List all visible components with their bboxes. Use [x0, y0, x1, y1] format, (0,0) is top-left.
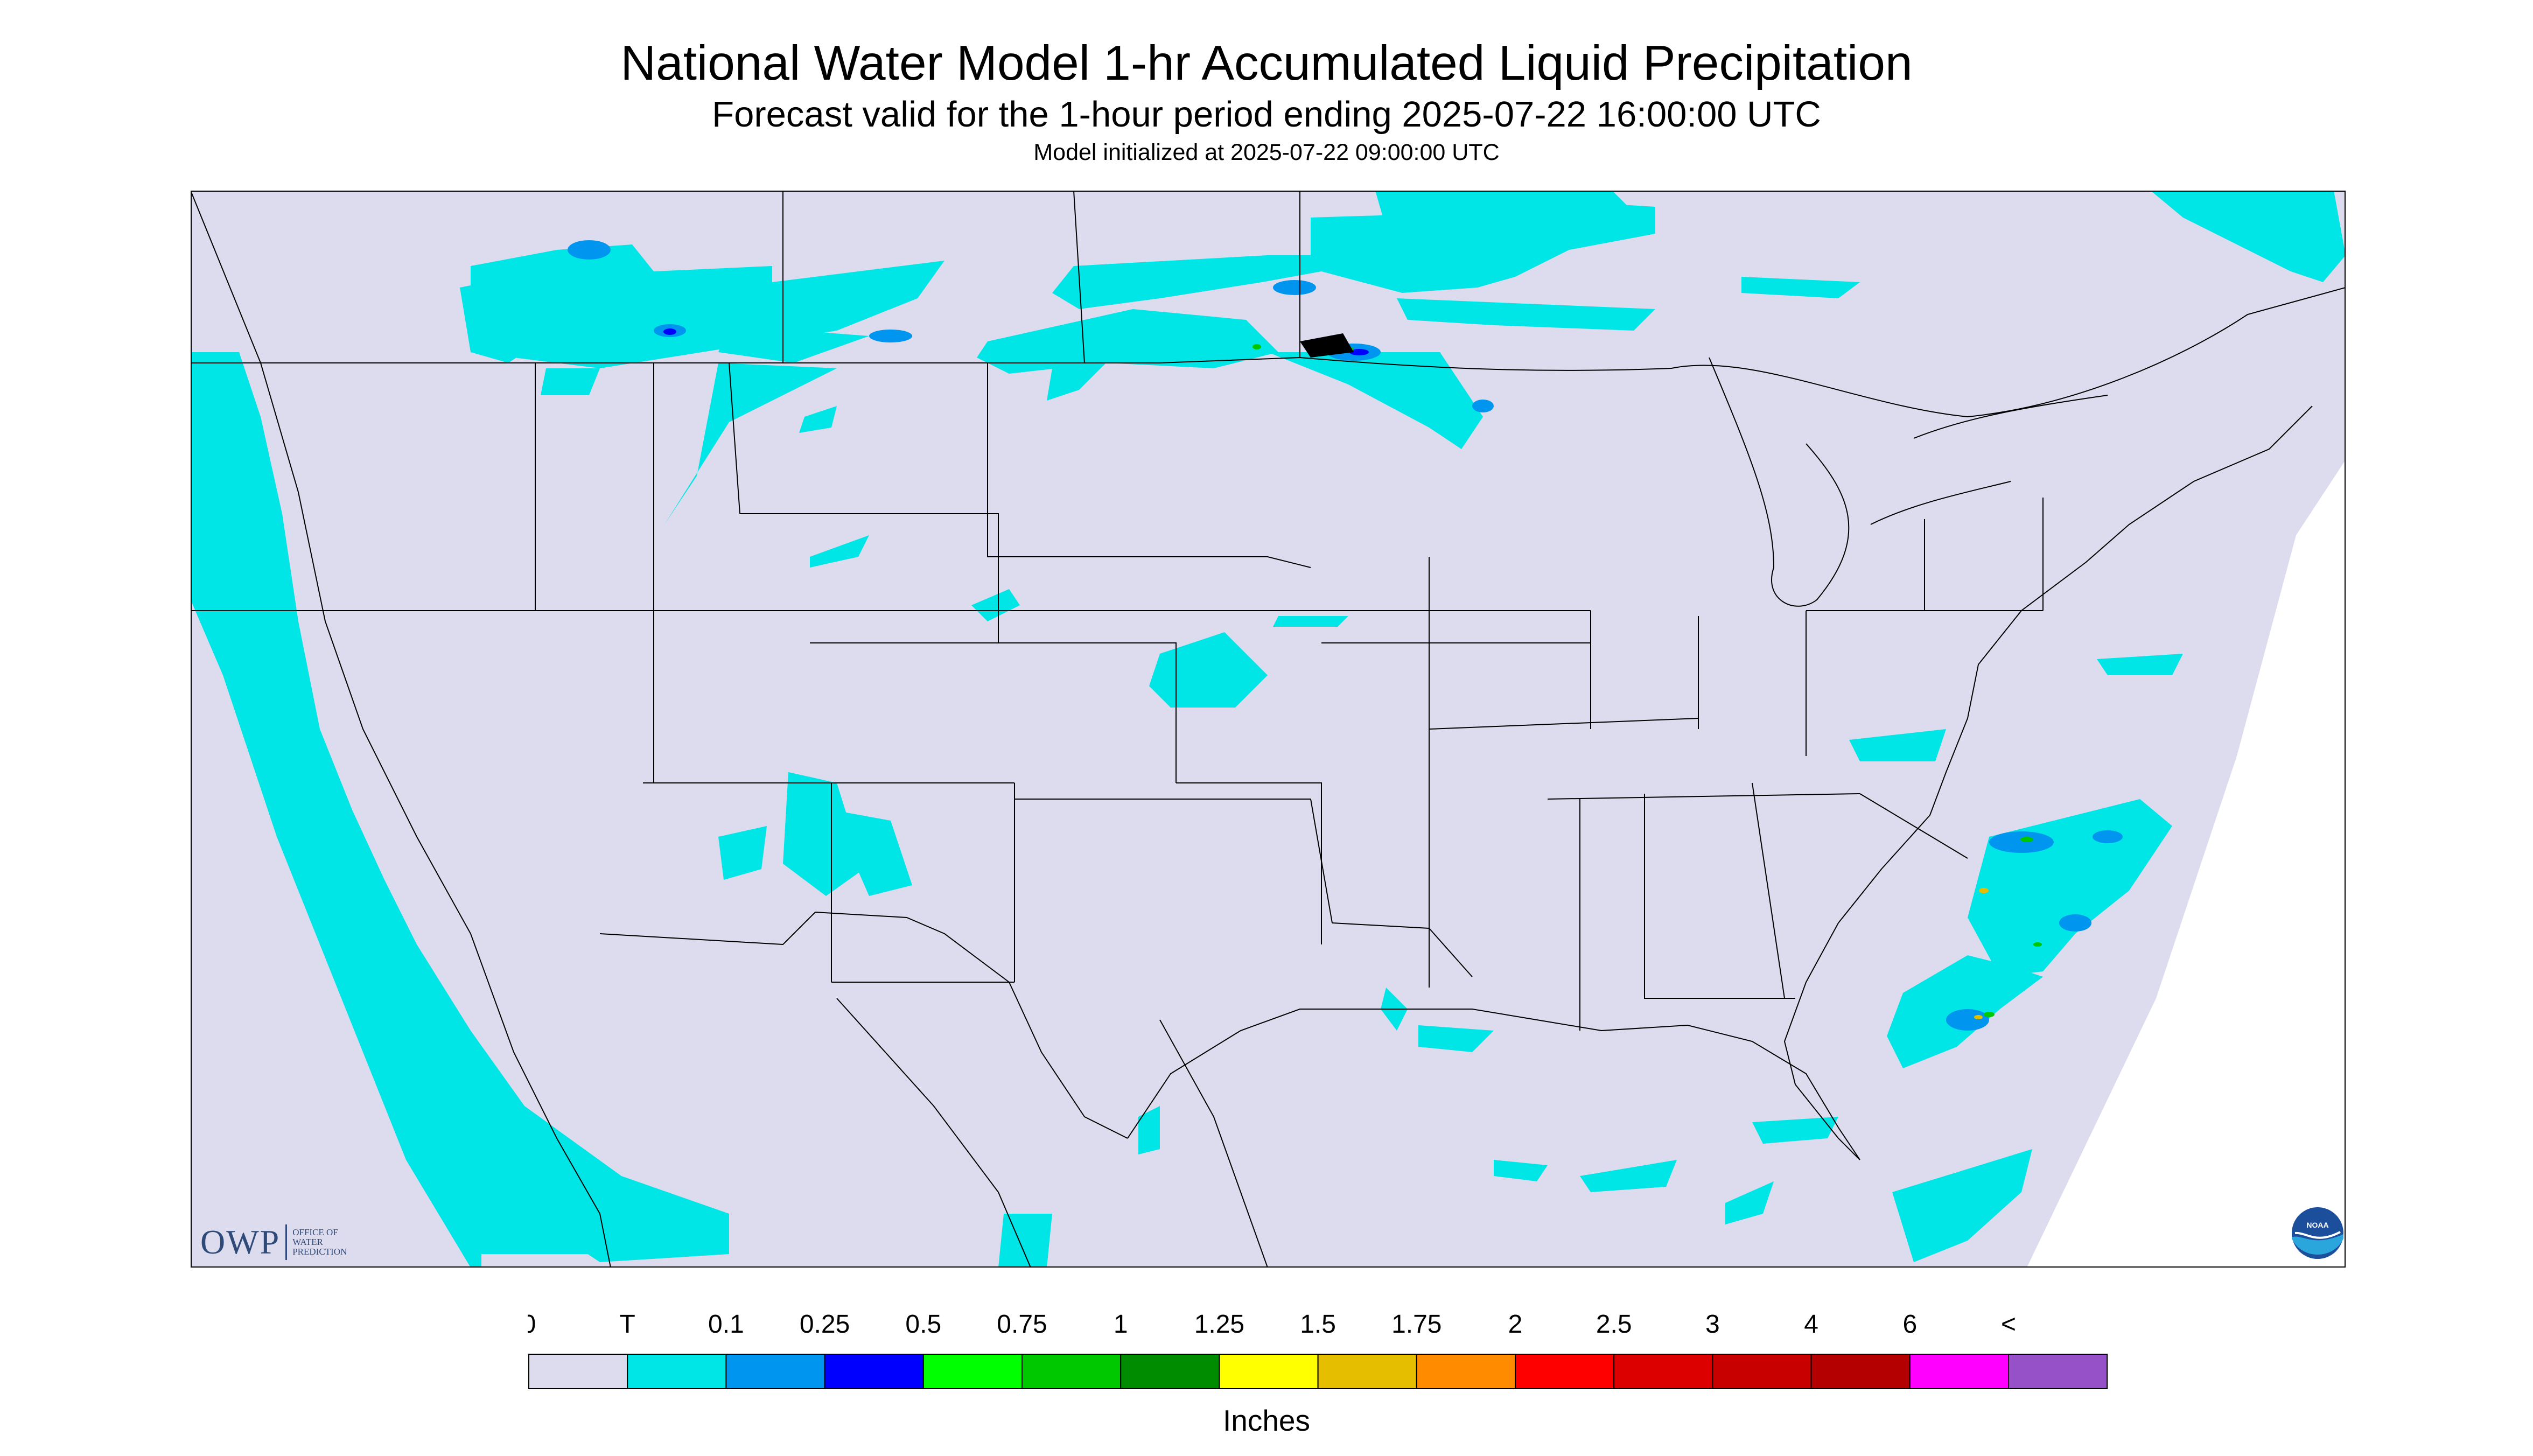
legend-label: 1.75 [1391, 1310, 1442, 1339]
legend-label: 1.5 [1300, 1310, 1336, 1339]
precip-north [460, 191, 2346, 568]
legend-color-bar [528, 1354, 2108, 1389]
precip-atlantic-heavy [1946, 830, 2123, 1031]
legend-color-box [1219, 1354, 1319, 1389]
legend-color-box [1515, 1354, 1615, 1389]
legend-label: 4 [1804, 1310, 1818, 1339]
precip-lake-superior [1300, 333, 1354, 358]
legend-color-box [1909, 1354, 2010, 1389]
map-title: National Water Model 1-hr Accumulated Li… [620, 36, 1913, 90]
legend-color-box [824, 1354, 924, 1389]
precip-atlantic-peak [1974, 888, 1989, 1019]
legend-color-box [1810, 1354, 1911, 1389]
legend-label: 1.25 [1194, 1310, 1244, 1339]
legend-color-box [1021, 1354, 1122, 1389]
legend-color-box [1416, 1354, 1516, 1389]
boundaries [191, 191, 2346, 1268]
owp-logo-mark: OWP [200, 1223, 281, 1261]
legend-label: 0.5 [905, 1310, 941, 1339]
legend-color-box [627, 1354, 727, 1389]
precip-plains [718, 589, 1348, 896]
legend-label: 0.25 [800, 1310, 850, 1339]
precip-pacific [191, 352, 729, 1268]
legend-label: 1 [1114, 1310, 1128, 1339]
owp-logo-text: OFFICE OF WATER PREDICTION [292, 1227, 347, 1257]
legend-labels: 0 T 0.1 0.25 0.5 0.75 1 1.25 1.5 1.75 2 2.5 3 4 6 < [528, 1310, 2016, 1339]
legend-color-box [725, 1354, 825, 1389]
noaa-logo: NOAA [2292, 1207, 2343, 1259]
legend-label: 0.75 [997, 1310, 1047, 1339]
legend-label: 6 [1902, 1310, 1917, 1339]
color-legend: 0 T 0.1 0.25 0.5 0.75 1 1.25 1.5 1.75 2 2.5 3 4 6 < [528, 1310, 2108, 1389]
map-subtitle: Forecast valid for the 1-hour period end… [712, 94, 1821, 135]
legend-color-box [528, 1354, 628, 1389]
legend-color-box [2008, 1354, 2108, 1389]
legend-label: 2.5 [1596, 1310, 1632, 1339]
owp-logo: OWP OFFICE OF WATER PREDICTION [200, 1222, 347, 1262]
precip-gulf [998, 988, 1838, 1268]
svg-text:NOAA: NOAA [2306, 1221, 2328, 1229]
legend-label: 2 [1508, 1310, 1523, 1339]
legend-label: < [2001, 1310, 2016, 1339]
model-init-text: Model initialized at 2025-07-22 09:00:00… [1033, 139, 1500, 165]
precipitation-map [191, 191, 2346, 1268]
legend-label: 0.1 [708, 1310, 744, 1339]
legend-color-box [1317, 1354, 1417, 1389]
precip-atlantic-core [1984, 837, 2042, 1017]
projection-edge-right [2027, 460, 2346, 1268]
legend-units: Inches [1222, 1404, 1311, 1437]
legend-color-box [1613, 1354, 1713, 1389]
legend-color-box [922, 1354, 1023, 1389]
owp-logo-divider [285, 1224, 288, 1260]
legend-color-box [1120, 1354, 1220, 1389]
legend-label: T [620, 1310, 635, 1339]
legend-label: 0 [528, 1310, 536, 1339]
precip-north-core [663, 328, 1369, 355]
legend-color-box [1712, 1354, 1812, 1389]
legend-label: 3 [1705, 1310, 1720, 1339]
